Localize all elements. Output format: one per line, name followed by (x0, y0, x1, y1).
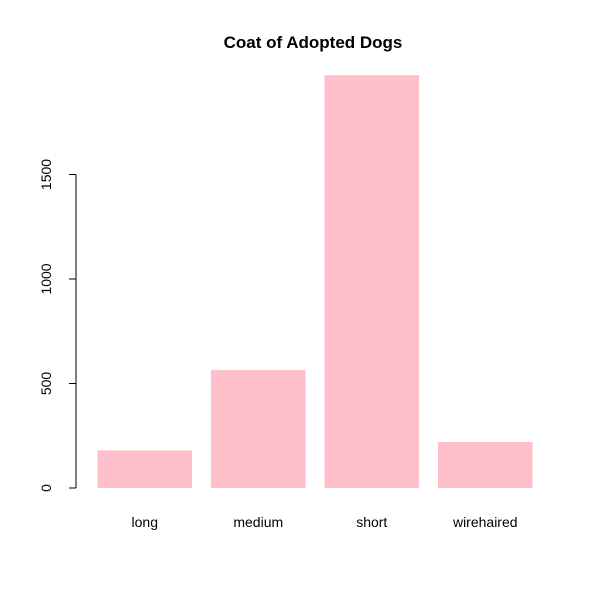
y-axis: 0 500 1000 1500 (38, 159, 77, 492)
x-category-label: wirehaired (452, 514, 518, 530)
x-category-label: long (132, 514, 158, 530)
bars-group (97, 75, 533, 488)
x-category-label: short (356, 514, 387, 530)
y-tick-label: 500 (38, 372, 54, 396)
y-tick-label: 1000 (38, 263, 54, 294)
bar-wirehaired (437, 442, 533, 488)
bar-short (324, 75, 420, 488)
bar-medium (210, 369, 306, 488)
y-tick-label: 1500 (38, 159, 54, 190)
x-category-label: medium (233, 514, 283, 530)
x-axis-labels: long medium short wirehaired (132, 514, 518, 530)
chart-title: Coat of Adopted Dogs (224, 33, 403, 52)
bar-long (97, 450, 193, 488)
y-tick-label: 0 (38, 484, 54, 492)
